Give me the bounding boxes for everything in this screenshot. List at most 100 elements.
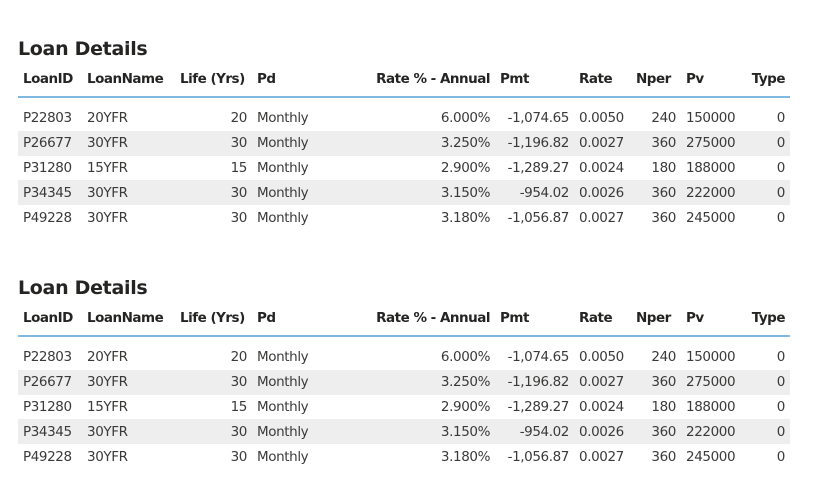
spacer-row [18, 336, 790, 345]
cell-pd: Monthly [252, 444, 352, 469]
cell-rate-annual: 6.000% [352, 345, 495, 370]
cell-type: 0 [743, 180, 790, 206]
cell-pv: 245000 [681, 444, 743, 469]
loan-details-table-visual-1: Loan Details LoanID LoanName Life (Yrs) Pd R… [18, 36, 790, 230]
cell-type: 0 [743, 345, 790, 370]
cell-pmt: -1,056.87 [495, 444, 574, 469]
cell-loan-name: 30YFR [82, 130, 175, 156]
cell-pmt: -954.02 [495, 180, 574, 206]
cell-life-yrs: 20 [175, 345, 252, 370]
column-header-pd[interactable]: Pd [252, 301, 352, 337]
cell-pmt: -1,074.65 [495, 345, 574, 370]
column-header-loan-name[interactable]: LoanName [82, 301, 175, 337]
cell-loan-name: 30YFR [82, 205, 175, 230]
cell-loan-name: 30YFR [82, 180, 175, 206]
column-header-rate-annual[interactable]: Rate % - Annual [352, 301, 495, 337]
cell-rate: 0.0050 [574, 345, 631, 370]
table-row: P22803 20YFR 20 Monthly 6.000% -1,074.65 0.005… [18, 106, 790, 131]
cell-loan-name: 20YFR [82, 106, 175, 131]
cell-life-yrs: 15 [175, 394, 252, 420]
cell-pv: 222000 [681, 180, 743, 206]
cell-pv: 275000 [681, 130, 743, 156]
cell-life-yrs: 15 [175, 155, 252, 181]
table-row: P34345 30YFR 30 Monthly 3.150% -954.02 0.0026 3… [18, 180, 790, 206]
column-header-rate-annual[interactable]: Rate % - Annual [352, 62, 495, 98]
cell-pd: Monthly [252, 180, 352, 206]
table-title: Loan Details [18, 277, 148, 299]
cell-type: 0 [743, 444, 790, 469]
cell-rate-annual: 3.180% [352, 205, 495, 230]
cell-nper: 360 [631, 180, 681, 206]
column-header-pmt[interactable]: Pmt [495, 301, 574, 337]
cell-life-yrs: 30 [175, 130, 252, 156]
column-header-pv[interactable]: Pv [681, 62, 743, 98]
cell-pv: 150000 [681, 106, 743, 131]
cell-pd: Monthly [252, 130, 352, 156]
column-header-life-yrs[interactable]: Life (Yrs) [175, 62, 252, 98]
cell-pv: 150000 [681, 345, 743, 370]
cell-rate-annual: 3.150% [352, 180, 495, 206]
table-row: P34345 30YFR 30 Monthly 3.150% -954.02 0.0026 3… [18, 419, 790, 445]
cell-type: 0 [743, 155, 790, 181]
cell-life-yrs: 30 [175, 419, 252, 445]
column-header-loan-id[interactable]: LoanID [18, 62, 82, 98]
cell-life-yrs: 30 [175, 180, 252, 206]
cell-pmt: -1,289.27 [495, 155, 574, 181]
cell-rate: 0.0026 [574, 180, 631, 206]
cell-rate-annual: 3.250% [352, 130, 495, 156]
cell-rate-annual: 3.180% [352, 444, 495, 469]
cell-nper: 360 [631, 444, 681, 469]
table-row: P49228 30YFR 30 Monthly 3.180% -1,056.87 0.002… [18, 444, 790, 469]
cell-rate-annual: 2.900% [352, 155, 495, 181]
cell-loan-name: 15YFR [82, 155, 175, 181]
column-header-type[interactable]: Type [743, 301, 790, 337]
cell-loan-id: P31280 [18, 155, 82, 181]
table-title: Loan Details [18, 38, 148, 60]
column-header-type[interactable]: Type [743, 62, 790, 98]
cell-pmt: -1,289.27 [495, 394, 574, 420]
cell-nper: 360 [631, 369, 681, 395]
cell-type: 0 [743, 369, 790, 395]
column-header-rate[interactable]: Rate [574, 62, 631, 98]
cell-loan-name: 30YFR [82, 369, 175, 395]
cell-nper: 180 [631, 155, 681, 181]
table-row: P49228 30YFR 30 Monthly 3.180% -1,056.87 0.002… [18, 205, 790, 230]
cell-type: 0 [743, 205, 790, 230]
cell-nper: 360 [631, 205, 681, 230]
cell-pd: Monthly [252, 106, 352, 131]
table-row: P22803 20YFR 20 Monthly 6.000% -1,074.65 0.005… [18, 345, 790, 370]
cell-pmt: -1,074.65 [495, 106, 574, 131]
cell-rate: 0.0027 [574, 130, 631, 156]
cell-type: 0 [743, 394, 790, 420]
cell-loan-id: P34345 [18, 180, 82, 206]
cell-rate: 0.0050 [574, 106, 631, 131]
cell-rate: 0.0026 [574, 419, 631, 445]
column-header-pmt[interactable]: Pmt [495, 62, 574, 98]
cell-loan-id: P22803 [18, 106, 82, 131]
column-header-loan-name[interactable]: LoanName [82, 62, 175, 98]
column-header-life-yrs[interactable]: Life (Yrs) [175, 301, 252, 337]
cell-pmt: -1,196.82 [495, 369, 574, 395]
loan-details-table: LoanID LoanName Life (Yrs) Pd Rate % - Annua… [18, 301, 790, 469]
column-header-pv[interactable]: Pv [681, 301, 743, 337]
cell-pv: 188000 [681, 155, 743, 181]
cell-life-yrs: 30 [175, 369, 252, 395]
column-header-nper[interactable]: Nper [631, 301, 681, 337]
cell-pd: Monthly [252, 419, 352, 445]
cell-rate: 0.0027 [574, 444, 631, 469]
column-header-rate[interactable]: Rate [574, 301, 631, 337]
cell-loan-name: 15YFR [82, 394, 175, 420]
cell-pmt: -1,196.82 [495, 130, 574, 156]
column-header-loan-id[interactable]: LoanID [18, 301, 82, 337]
column-header-nper[interactable]: Nper [631, 62, 681, 98]
cell-pd: Monthly [252, 345, 352, 370]
cell-pd: Monthly [252, 205, 352, 230]
cell-pd: Monthly [252, 369, 352, 395]
cell-rate-annual: 3.250% [352, 369, 495, 395]
table-row: P26677 30YFR 30 Monthly 3.250% -1,196.82 0.002… [18, 130, 790, 156]
cell-pd: Monthly [252, 155, 352, 181]
cell-rate: 0.0024 [574, 394, 631, 420]
column-header-pd[interactable]: Pd [252, 62, 352, 98]
cell-type: 0 [743, 130, 790, 156]
cell-loan-id: P31280 [18, 394, 82, 420]
